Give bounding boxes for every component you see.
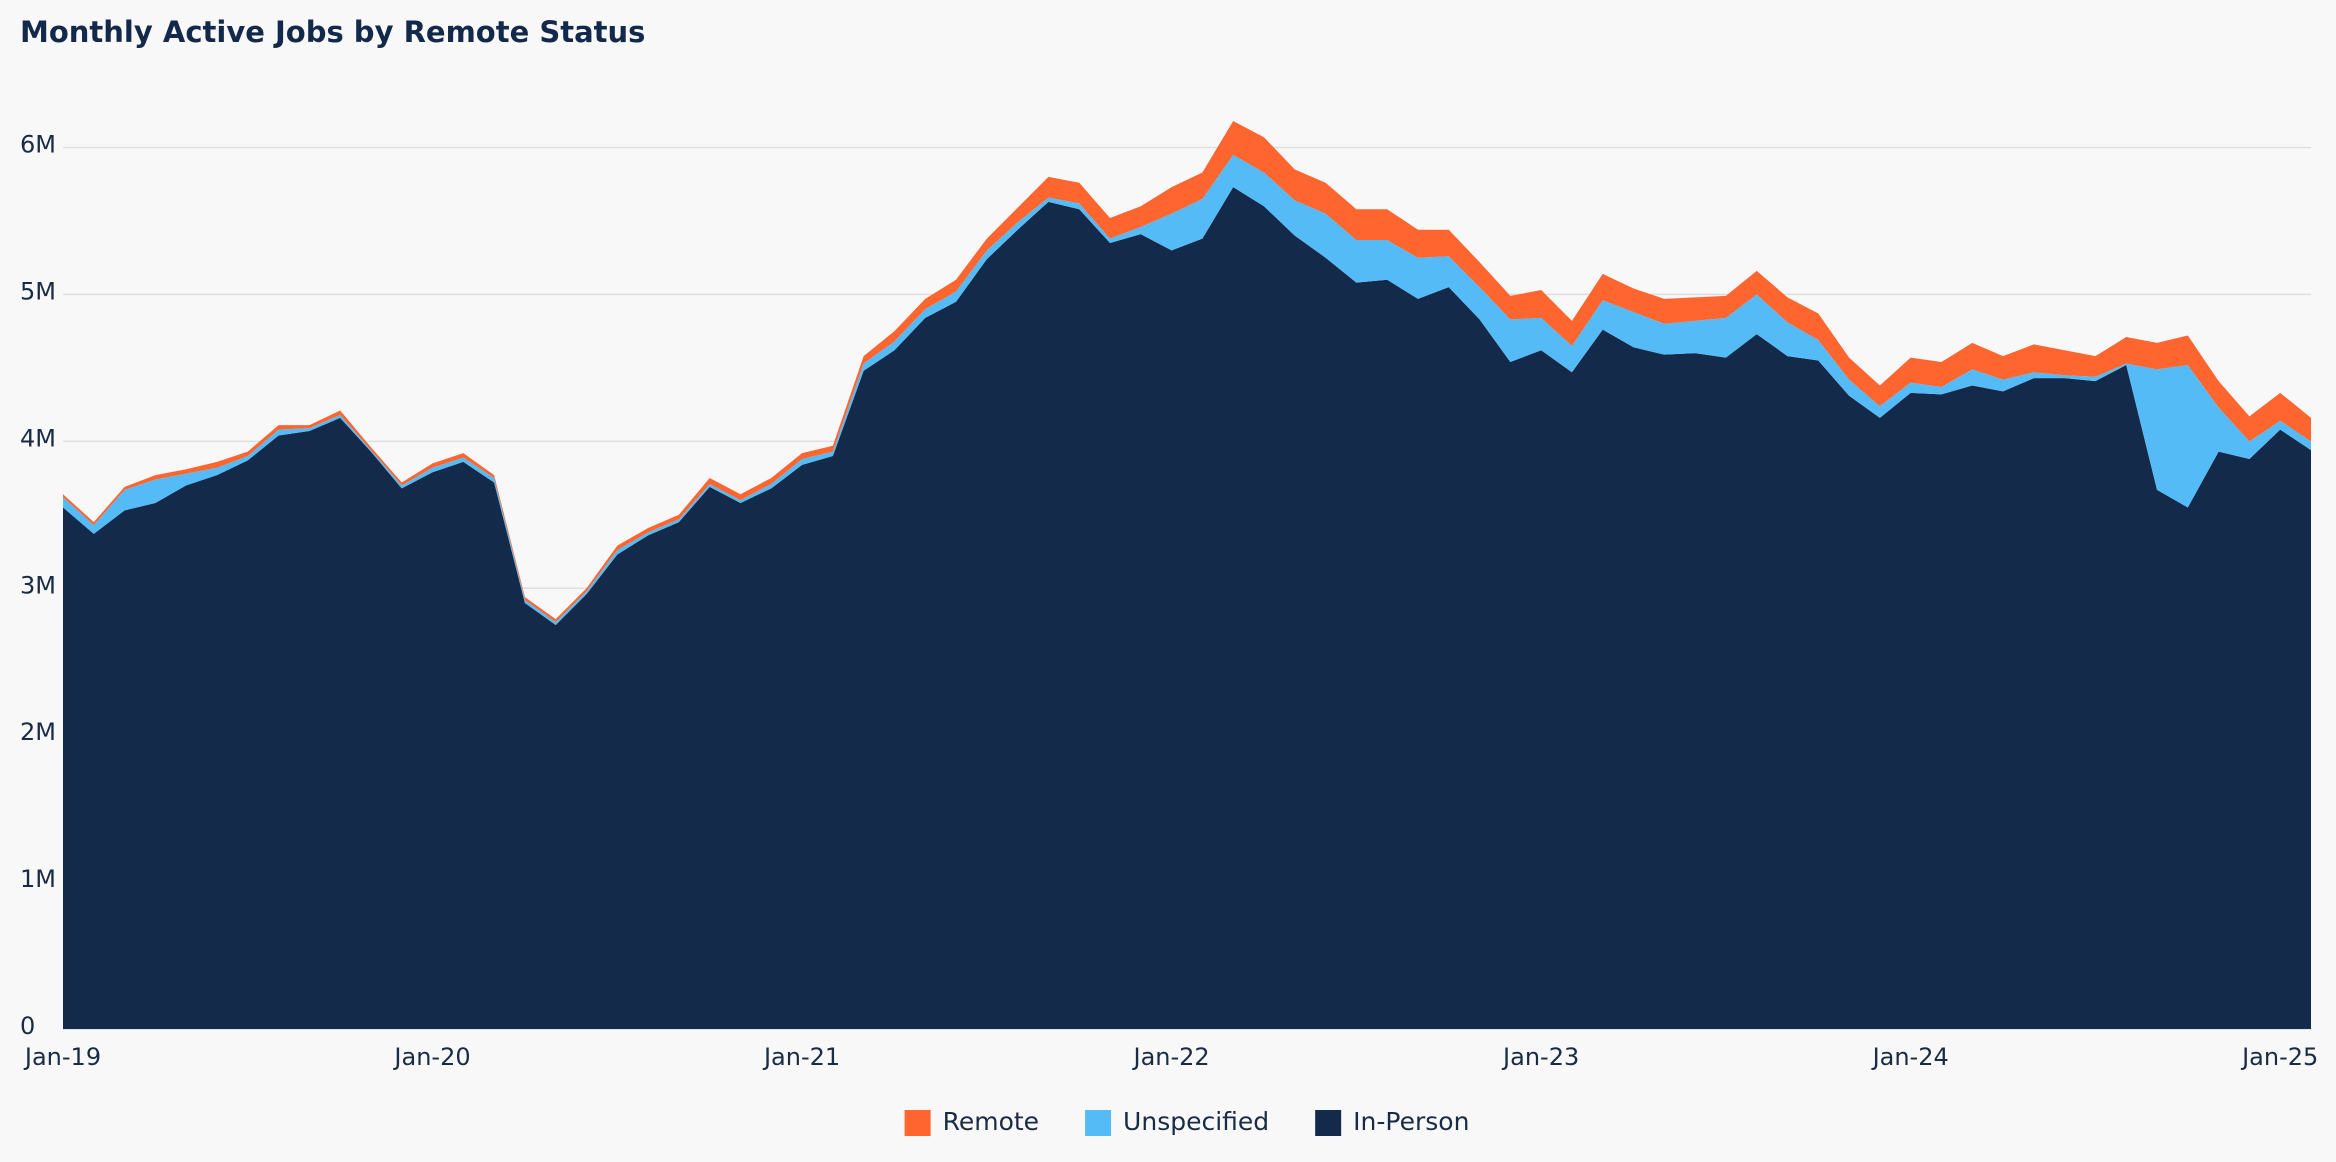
- legend-swatch: [1085, 1110, 1112, 1136]
- x-tick-label: Jan-20: [392, 1043, 470, 1071]
- x-tick-label: Jan-25: [2240, 1043, 2318, 1071]
- legend-label: Remote: [943, 1107, 1039, 1136]
- area: [63, 187, 2311, 1030]
- legend-item: In-Person: [1315, 1107, 1469, 1136]
- legend-item: Remote: [904, 1107, 1039, 1136]
- legend-label: In-Person: [1353, 1107, 1469, 1136]
- areas: [63, 121, 2311, 1030]
- legend-swatch: [1315, 1110, 1342, 1136]
- legend-item: Unspecified: [1085, 1107, 1269, 1136]
- y-tick-label: 3M: [20, 571, 56, 599]
- y-tick-label: 6M: [20, 131, 56, 159]
- y-tick-label: 5M: [20, 277, 56, 305]
- y-tick-label: 2M: [20, 718, 56, 746]
- x-tick-label: Jan-24: [1871, 1043, 1949, 1071]
- x-tick-label: Jan-19: [23, 1043, 101, 1071]
- legend-swatch: [904, 1110, 931, 1136]
- area: [63, 121, 2311, 623]
- chart-title: Monthly Active Jobs by Remote Status: [20, 15, 645, 49]
- x-tick-label: Jan-21: [762, 1043, 840, 1071]
- axes: 0 1M 2M 3M 4M 5M 6M Jan-19 Jan-20 Jan-21 Jan-22 Jan…: [20, 131, 2318, 1072]
- y-tick-label: 0: [20, 1012, 35, 1040]
- y-tick-label: 1M: [20, 865, 56, 893]
- x-tick-label: Jan-23: [1501, 1043, 1579, 1071]
- legend: Remote Unspecified In-Person: [904, 1107, 1469, 1136]
- legend-label: Unspecified: [1123, 1107, 1269, 1136]
- y-tick-label: 4M: [20, 424, 56, 452]
- x-tick-label: Jan-22: [1132, 1043, 1210, 1071]
